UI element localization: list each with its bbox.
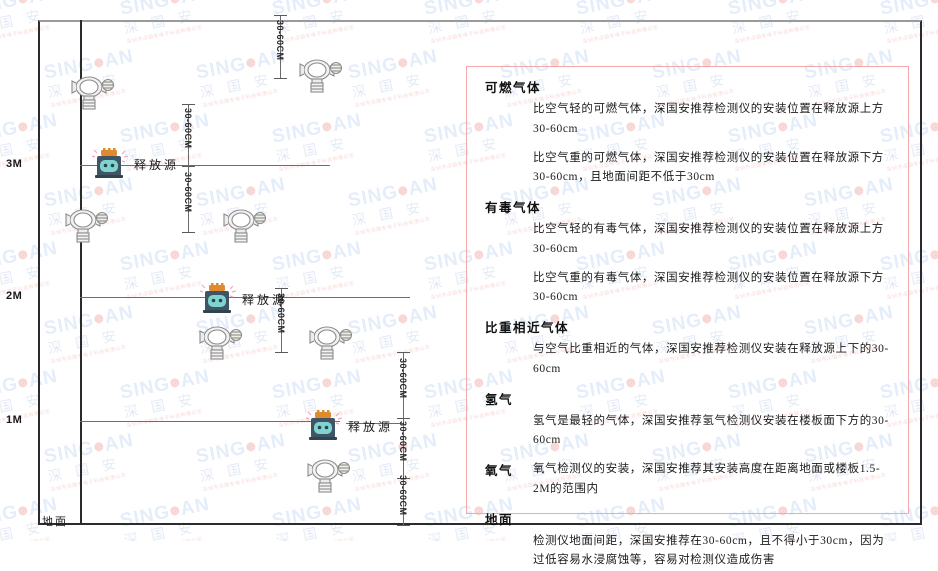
dimension-label: 30-60CM — [183, 172, 193, 213]
guideline-section: 氧气 氧气检测仪的安装，深国安推荐其安装高度在距离地面或楼板1.5-2M的范围内 — [481, 460, 894, 500]
axis-label-1m: 1M — [6, 414, 23, 426]
guideline-section: 有毒气体比空气轻的有毒气体，深国安推荐检测仪的安装位置在释放源上方30-60cm… — [481, 197, 894, 308]
leader-line — [240, 297, 281, 298]
diagram-frame — [38, 20, 922, 525]
dimension-tick — [182, 232, 195, 233]
dimension-line-mid — [281, 288, 282, 352]
dimension-tick — [182, 104, 195, 105]
dimension-line-top — [280, 15, 281, 78]
guideline-section: 可燃气体比空气轻的可燃气体，深国安推荐检测仪的安装位置在释放源上方30-60cm… — [481, 77, 894, 188]
guideline-paragraph: 与空气比重相近的气体，深国安推荐检测仪安装在释放源上下的30-60cm — [533, 343, 889, 375]
dimension-line-left — [188, 104, 189, 232]
release-source-label: 释放源 — [348, 420, 394, 434]
dimension-tick — [274, 78, 287, 79]
leader-line — [346, 423, 403, 424]
guideline-paragraph: 比空气轻的可燃气体，深国安推荐检测仪的安装位置在释放源上方30-60cm — [533, 103, 884, 135]
gas-detector-icon — [196, 322, 243, 367]
height-axis — [80, 20, 82, 525]
axis-label-3m: 3M — [6, 158, 23, 170]
release-source-label: 释放源 — [134, 158, 180, 172]
guideline-section: 氢气氢气是最轻的气体，深国安推荐氢气检测仪安装在楼板面下方的30-60cm — [481, 389, 894, 452]
release-source-icon — [199, 283, 237, 320]
guideline-paragraph: 氢气是最轻的气体，深国安推荐氢气检测仪安装在楼板面下方的30-60cm — [533, 414, 889, 447]
guideline-section-title: 比重相近气体 — [485, 321, 570, 336]
dimension-label: 30-60CM — [275, 19, 285, 61]
guideline-section: 地面检测仪地面间距，深国安推荐在30-60cm，且不得小于30cm，因为过低容易… — [481, 509, 894, 571]
axis-gridline — [80, 421, 340, 422]
guideline-paragraph: 比空气重的有毒气体，深国安推荐检测仪的安装位置在释放源下方30-60cm — [533, 271, 884, 304]
dimension-label: 30-60CM — [398, 421, 408, 462]
dimension-tick — [274, 15, 287, 16]
axis-gridline — [80, 165, 330, 166]
dimension-tick — [397, 478, 410, 479]
guideline-paragraph: 检测仪地面间距，深国安推荐在30-60cm，且不得小于30cm，因为过低容易水浸… — [533, 534, 885, 567]
guideline-paragraph: 比空气重的可燃气体，深国安推荐检测仪的安装位置在释放源下方30-60cm，且地面… — [533, 151, 884, 184]
dimension-tick — [182, 166, 195, 167]
gas-detector-icon — [220, 205, 267, 250]
release-source-label: 释放源 — [242, 293, 288, 307]
guideline-paragraph: 氧气检测仪的安装，深国安推荐其安装高度在距离地面或楼板1.5-2M的范围内 — [533, 463, 881, 495]
dimension-line-right — [403, 352, 404, 525]
guideline-section-title: 氧气 — [485, 464, 514, 479]
release-source-icon — [305, 410, 343, 447]
gas-detector-icon — [304, 455, 351, 500]
guideline-section: 比重相近气体与空气比重相近的气体，深国安推荐检测仪安装在释放源上下的30-60c… — [481, 317, 894, 380]
ground-label: 地面 — [42, 516, 68, 528]
gas-detector-icon — [68, 72, 115, 117]
dimension-tick — [275, 352, 288, 353]
guideline-section-title: 有毒气体 — [485, 201, 542, 216]
dimension-tick — [397, 352, 410, 353]
gas-detector-icon — [296, 55, 343, 100]
gas-detector-icon — [306, 322, 353, 367]
guideline-section-title: 氢气 — [485, 392, 514, 407]
gas-detector-icon — [62, 205, 109, 250]
guidelines-panel: 可燃气体比空气轻的可燃气体，深国安推荐检测仪的安装位置在释放源上方30-60cm… — [466, 66, 909, 566]
guideline-section-title: 可燃气体 — [485, 81, 542, 95]
guideline-section-title: 地面 — [485, 512, 514, 527]
dimension-label: 30-60CM — [183, 108, 193, 149]
dimension-tick — [397, 525, 410, 526]
dimension-tick — [397, 418, 410, 419]
release-source-icon — [91, 148, 129, 185]
dimension-label: 30-60CM — [398, 358, 408, 399]
axis-label-2m: 2M — [6, 290, 23, 302]
guideline-paragraph: 比空气轻的有毒气体，深国安推荐检测仪的安装位置在释放源上方30-60cm — [533, 223, 884, 255]
dimension-tick — [275, 288, 288, 289]
dimension-label: 30-60CM — [398, 474, 408, 516]
